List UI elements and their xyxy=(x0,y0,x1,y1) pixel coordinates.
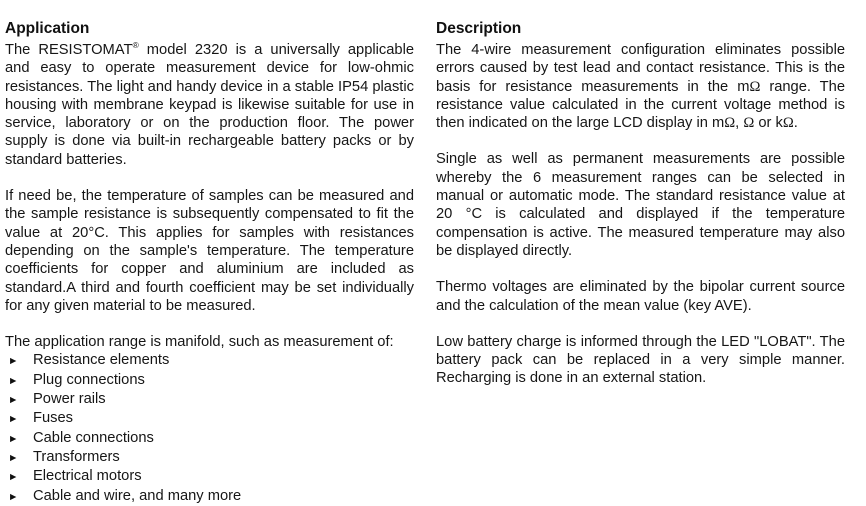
bullet-arrow-icon: ► xyxy=(8,374,19,387)
application-paragraphs: The RESISTOMAT® model 2320 is a universa… xyxy=(5,41,414,351)
list-item-label: Transformers xyxy=(33,448,120,465)
application-column: Application The RESISTOMAT® model 2320 i… xyxy=(5,19,414,505)
description-heading: Description xyxy=(436,20,522,37)
description-column: Description The 4-wire measurement confi… xyxy=(436,19,845,502)
list-item: ► Electrical motors xyxy=(5,467,414,486)
list-item: ► Power rails xyxy=(5,390,414,409)
bullet-arrow-icon: ► xyxy=(8,490,19,503)
list-item-label: Cable and wire, and many more xyxy=(33,487,242,504)
list-item-label: Plug connections xyxy=(33,371,145,388)
paragraph: The 4-wire measurement configuration eli… xyxy=(436,42,845,132)
list-item: ► Fuses xyxy=(5,409,414,428)
paragraph: The RESISTOMAT® model 2320 is a universa… xyxy=(5,40,415,168)
omega-symbol: Ω xyxy=(743,115,755,132)
list-item: ► Cable and wire, and many more xyxy=(5,487,414,506)
paragraph: Thermo voltages are eliminated by the bi… xyxy=(436,279,845,314)
omega-symbol: Ω xyxy=(749,78,761,95)
bullet-arrow-icon: ► xyxy=(8,413,19,426)
list-item-label: Electrical motors xyxy=(33,468,142,485)
registered-trademark-symbol: ® xyxy=(132,40,139,51)
list-item-label: Resistance elements xyxy=(33,352,170,369)
bullet-arrow-icon: ► xyxy=(8,394,19,407)
list-item-label: Power rails xyxy=(33,391,106,408)
list-item: ► Cable connections xyxy=(5,429,414,448)
bullet-arrow-icon: ► xyxy=(8,471,19,484)
omega-symbol: Ω xyxy=(782,115,794,132)
paragraph: Single as well as permanent measurements… xyxy=(436,151,845,259)
application-list: ► Resistance elements ► Plug connections ► Po… xyxy=(5,351,414,505)
list-item-label: Fuses xyxy=(33,410,73,427)
bullet-arrow-icon: ► xyxy=(8,451,19,464)
list-item-label: Cable connections xyxy=(33,429,154,446)
paragraph: The application range is manifold, such … xyxy=(5,334,394,351)
application-heading: Application xyxy=(5,20,90,37)
omega-symbol: Ω xyxy=(724,115,736,132)
list-item: ► Plug connections xyxy=(5,371,414,390)
paragraph: If need be, the temperature of samples c… xyxy=(5,188,414,314)
list-item: ► Transformers xyxy=(5,448,414,467)
bullet-arrow-icon: ► xyxy=(8,432,19,445)
bullet-arrow-icon: ► xyxy=(8,355,19,368)
description-paragraphs: The 4-wire measurement configuration eli… xyxy=(436,41,845,388)
list-item: ► Resistance elements xyxy=(5,351,414,370)
paragraph: Low battery charge is informed through t… xyxy=(436,333,845,387)
